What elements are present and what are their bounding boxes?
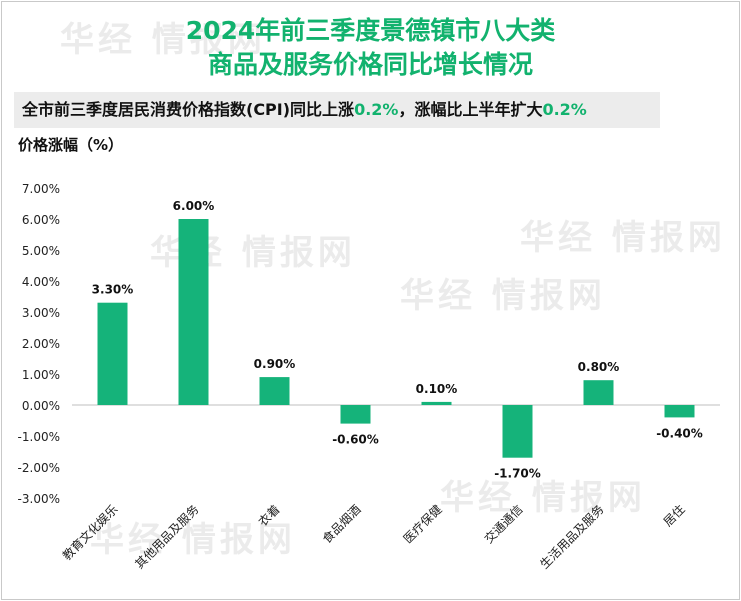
- cpi-summary-text1: 全市前三季度居民消费价格指数(CPI)同比上涨: [22, 100, 355, 119]
- y-tick-label: -2.00%: [18, 461, 60, 475]
- y-tick-label: -1.00%: [18, 430, 60, 444]
- y-tick-label: 5.00%: [22, 244, 60, 258]
- watermark: 华经 情报网: [520, 218, 726, 258]
- x-tick-label: 交通通信: [481, 502, 526, 547]
- watermark: 华经 情报网: [90, 520, 296, 560]
- bar: [97, 302, 128, 405]
- watermark: 华经 情报网: [440, 478, 646, 518]
- x-tick-label: 其他用品及服务: [132, 502, 202, 572]
- data-label: -0.60%: [332, 433, 379, 447]
- bar: [178, 219, 209, 405]
- bar: [340, 405, 371, 424]
- y-tick-label: 2.00%: [22, 337, 60, 351]
- data-label: -0.40%: [656, 426, 703, 440]
- watermark: 华经 情报网: [400, 276, 606, 316]
- data-label: 6.00%: [173, 199, 215, 213]
- x-tick-label: 食品烟酒: [319, 502, 364, 547]
- bar: [259, 377, 290, 405]
- cpi-summary-value1: 0.2%: [354, 100, 399, 119]
- data-label: 3.30%: [92, 283, 134, 297]
- y-tick-label: 4.00%: [22, 275, 60, 289]
- bar: [502, 405, 533, 458]
- y-tick-label: 3.00%: [22, 306, 60, 320]
- bar: [583, 380, 614, 405]
- y-tick-label: 6.00%: [22, 213, 60, 227]
- y-axis-label: 价格涨幅（%）: [18, 136, 124, 154]
- x-tick-label: 生活用品及服务: [537, 502, 607, 572]
- x-tick-label: 教育文化娱乐: [59, 502, 121, 564]
- y-tick-label: 0.00%: [22, 399, 60, 413]
- data-label: 0.80%: [578, 360, 620, 374]
- x-tick-label: 医疗保健: [401, 502, 445, 546]
- chart-title-line1: 2024年前三季度景德镇市八大类: [185, 16, 556, 45]
- y-tick-label: -3.00%: [18, 492, 60, 506]
- cpi-summary-value2: 0.2%: [542, 100, 587, 119]
- data-label: -1.70%: [494, 467, 541, 481]
- cpi-summary: 全市前三季度居民消费价格指数(CPI)同比上涨0.2%，涨幅比上半年扩大0.2%: [14, 92, 660, 128]
- data-label: 0.10%: [416, 382, 458, 396]
- cpi-summary-text2: ，涨幅比上半年扩大: [398, 100, 543, 119]
- x-tick-label: 衣着: [255, 502, 283, 530]
- chart-title-line2: 商品及服务价格同比增长情况: [207, 50, 533, 79]
- x-tick-label: 居住: [661, 502, 688, 529]
- watermark: 华经 情报网: [60, 20, 266, 60]
- y-tick-label: 1.00%: [22, 368, 60, 382]
- data-label: 0.90%: [254, 357, 296, 371]
- bar: [664, 405, 695, 418]
- bar: [421, 401, 452, 405]
- y-tick-label: 7.00%: [22, 182, 60, 196]
